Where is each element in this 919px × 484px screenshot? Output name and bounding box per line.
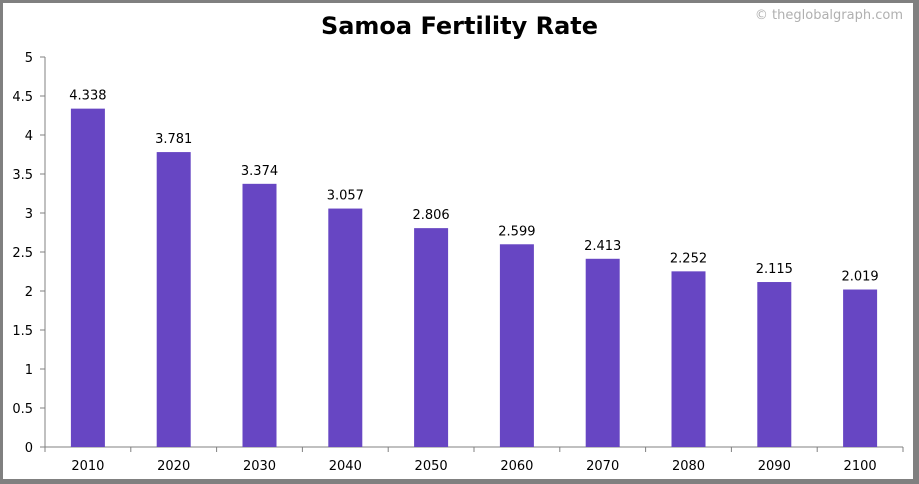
chart-title: Samoa Fertility Rate <box>320 12 599 40</box>
x-tick-label: 2090 <box>758 459 791 474</box>
data-label: 2.599 <box>498 224 535 239</box>
y-tick-label: 3.5 <box>12 168 33 183</box>
x-tick-label: 2060 <box>500 459 533 474</box>
y-tick-label: 2.5 <box>12 246 33 261</box>
x-tick-label: 2070 <box>586 459 619 474</box>
y-tick-label: 4 <box>25 129 33 144</box>
x-tick-label: 2050 <box>415 459 448 474</box>
data-label: 2.806 <box>412 208 449 223</box>
x-tick-label: 2020 <box>157 459 190 474</box>
bar-2040 <box>328 208 363 447</box>
x-tick-label: 2040 <box>329 459 362 474</box>
credit-text: © theglobalgraph.com <box>754 8 903 23</box>
data-label: 2.252 <box>670 251 707 266</box>
y-tick-label: 0 <box>25 441 33 456</box>
data-label: 4.338 <box>69 89 106 104</box>
bar-2030 <box>242 183 277 447</box>
y-tick-label: 4.5 <box>12 90 33 105</box>
data-label: 2.115 <box>756 262 793 277</box>
y-tick-label: 2 <box>25 285 33 300</box>
y-tick-label: 1.5 <box>12 324 33 339</box>
y-tick-label: 5 <box>25 51 33 66</box>
bar-2100 <box>843 289 878 447</box>
bar-2010 <box>70 108 105 448</box>
bar-2050 <box>414 228 449 447</box>
y-tick-label: 1 <box>25 363 33 378</box>
bar-2060 <box>499 244 534 447</box>
data-label: 2.413 <box>584 239 621 254</box>
bar-2080 <box>671 271 706 447</box>
data-label: 2.019 <box>841 270 878 285</box>
y-tick-label: 3 <box>25 207 33 222</box>
x-tick-label: 2080 <box>672 459 705 474</box>
data-label: 3.057 <box>327 189 364 204</box>
y-tick-label: 0.5 <box>12 402 33 417</box>
x-tick-label: 2030 <box>243 459 276 474</box>
data-label: 3.374 <box>241 164 278 179</box>
bar-2090 <box>757 282 792 447</box>
bar-2020 <box>156 152 191 447</box>
data-label: 3.781 <box>155 132 192 147</box>
bar-2070 <box>585 258 620 447</box>
x-tick-label: 2100 <box>844 459 877 474</box>
x-tick-label: 2010 <box>71 459 104 474</box>
